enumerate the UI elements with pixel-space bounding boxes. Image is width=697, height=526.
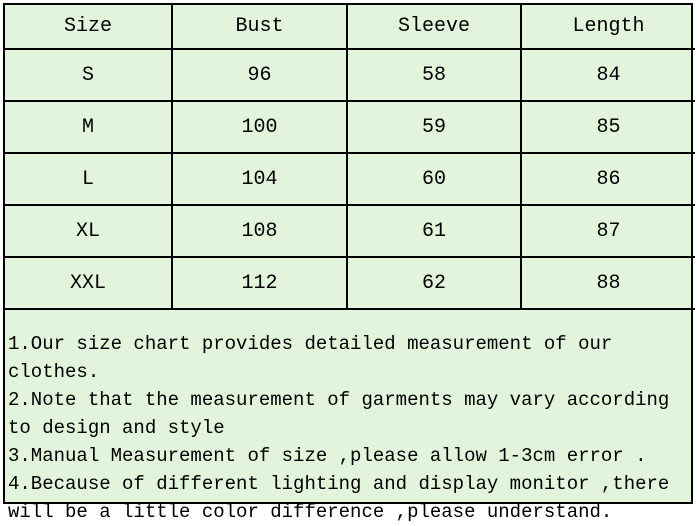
cell-size: XXL bbox=[5, 256, 173, 310]
header-sleeve: Sleeve bbox=[346, 5, 522, 50]
cell-size: L bbox=[5, 152, 173, 206]
cell-sleeve: 62 bbox=[346, 256, 522, 310]
size-table: Size Bust Sleeve Length S 96 58 84 M 100 59 85 L… bbox=[5, 5, 695, 310]
notes: 1.Our size chart provides detailed measu… bbox=[5, 310, 691, 526]
cell-length: 88 bbox=[520, 256, 695, 310]
cell-length: 86 bbox=[520, 152, 695, 206]
cell-bust: 104 bbox=[171, 152, 348, 206]
cell-sleeve: 60 bbox=[346, 152, 522, 206]
header-bust: Bust bbox=[171, 5, 348, 50]
cell-size: S bbox=[5, 48, 173, 102]
cell-length: 87 bbox=[520, 204, 695, 258]
cell-length: 84 bbox=[520, 48, 695, 102]
cell-bust: 108 bbox=[171, 204, 348, 258]
cell-bust: 96 bbox=[171, 48, 348, 102]
table-row: XXL 112 62 88 bbox=[5, 256, 695, 310]
cell-bust: 100 bbox=[171, 100, 348, 154]
table-row: M 100 59 85 bbox=[5, 100, 695, 154]
table-row: S 96 58 84 bbox=[5, 48, 695, 102]
cell-sleeve: 58 bbox=[346, 48, 522, 102]
header-length: Length bbox=[520, 5, 695, 50]
cell-sleeve: 59 bbox=[346, 100, 522, 154]
cell-size: XL bbox=[5, 204, 173, 258]
cell-sleeve: 61 bbox=[346, 204, 522, 258]
cell-size: M bbox=[5, 100, 173, 154]
header-row: Size Bust Sleeve Length bbox=[5, 5, 695, 50]
header-size: Size bbox=[5, 5, 173, 50]
size-chart: Size Bust Sleeve Length S 96 58 84 M 100 59 85 L… bbox=[3, 3, 695, 523]
cell-bust: 112 bbox=[171, 256, 348, 310]
note: 4.Because of different lighting and disp… bbox=[8, 473, 670, 523]
note: 2.Note that the measurement of garments … bbox=[8, 389, 670, 439]
table-row: L 104 60 86 bbox=[5, 152, 695, 206]
note: 3.Manual Measurement of size ,please all… bbox=[8, 445, 647, 467]
cell-length: 85 bbox=[520, 100, 695, 154]
note: 1.Our size chart provides detailed measu… bbox=[8, 333, 613, 383]
table-row: XL 108 61 87 bbox=[5, 204, 695, 258]
